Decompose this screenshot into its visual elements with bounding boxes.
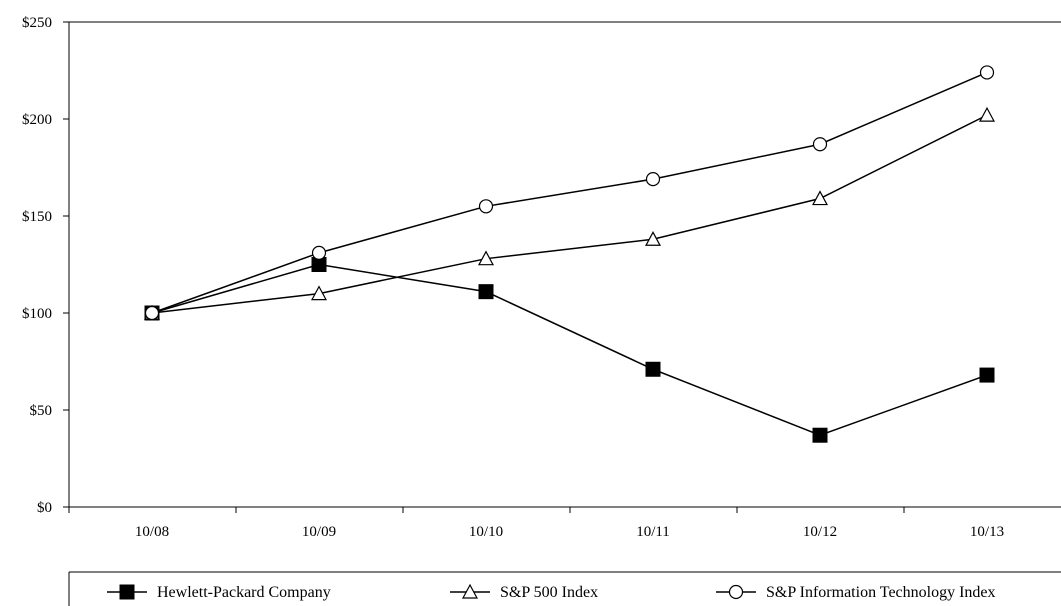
data-point xyxy=(812,427,828,443)
data-point xyxy=(478,199,494,214)
legend-label: Hewlett-Packard Company xyxy=(157,584,331,601)
series-layer xyxy=(143,65,996,443)
data-point xyxy=(978,106,996,122)
y-tick-label: $250 xyxy=(22,15,52,31)
series-line xyxy=(151,114,988,314)
data-point xyxy=(979,65,995,80)
legend-item-1: S&P 500 Index xyxy=(450,583,598,601)
data-point xyxy=(478,284,494,300)
x-tick-label: 10/12 xyxy=(803,524,837,540)
series-0 xyxy=(144,257,995,443)
y-tick-label: $200 xyxy=(22,112,52,128)
data-point xyxy=(644,231,662,246)
legend-item-0: Hewlett-Packard Company xyxy=(107,584,331,601)
series-line xyxy=(151,71,988,314)
legend: Hewlett-Packard Company S&P 500 Index S&P … xyxy=(68,571,1061,606)
data-point xyxy=(811,190,829,206)
legend-label: S&P Information Technology Index xyxy=(766,584,996,601)
y-tick-label: $50 xyxy=(30,403,53,419)
y-tick-label: $100 xyxy=(22,306,52,322)
data-point xyxy=(812,137,828,152)
x-tick-label: 10/09 xyxy=(302,524,336,540)
y-tick-label: $150 xyxy=(22,209,52,225)
legend-item-2: S&P Information Technology Index xyxy=(716,584,996,601)
data-point xyxy=(310,285,328,301)
x-tick-label: 10/11 xyxy=(636,524,670,540)
legend-label: S&P 500 Index xyxy=(500,584,598,601)
data-point xyxy=(645,361,661,377)
data-point xyxy=(645,172,661,187)
legend-marker xyxy=(728,584,744,600)
series-1 xyxy=(143,106,996,320)
legend-marker xyxy=(461,583,479,599)
y-axis: $0 $50 $100 $150 $200 $250 xyxy=(22,15,69,516)
data-point xyxy=(311,245,327,260)
x-axis: 10/08 10/09 10/10 10/11 10/12 10/13 xyxy=(68,507,1004,540)
legend-marker xyxy=(119,584,135,600)
data-point xyxy=(979,367,995,383)
plot-frame xyxy=(68,21,1061,508)
data-point xyxy=(477,250,495,266)
data-point xyxy=(144,305,160,321)
series-2 xyxy=(144,65,995,321)
x-tick-label: 10/10 xyxy=(469,524,503,540)
x-tick-label: 10/13 xyxy=(970,524,1004,540)
y-tick-label: $0 xyxy=(37,500,52,516)
x-tick-label: 10/08 xyxy=(135,524,169,540)
series-line xyxy=(151,263,988,437)
